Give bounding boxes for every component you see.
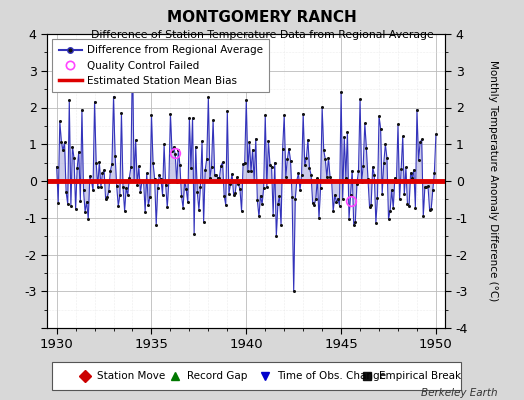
Legend: Difference from Regional Average, Quality Control Failed, Estimated Station Mean: Difference from Regional Average, Qualit… [52,39,269,92]
Text: Berkeley Earth: Berkeley Earth [421,388,498,398]
Text: Record Gap: Record Gap [187,371,248,381]
Text: Empirical Break: Empirical Break [379,371,462,381]
Text: MONTGOMERY RANCH: MONTGOMERY RANCH [167,10,357,25]
Text: Station Move: Station Move [97,371,166,381]
Text: Difference of Station Temperature Data from Regional Average: Difference of Station Temperature Data f… [91,30,433,40]
Text: Time of Obs. Change: Time of Obs. Change [277,371,386,381]
Y-axis label: Monthly Temperature Anomaly Difference (°C): Monthly Temperature Anomaly Difference (… [488,60,498,302]
